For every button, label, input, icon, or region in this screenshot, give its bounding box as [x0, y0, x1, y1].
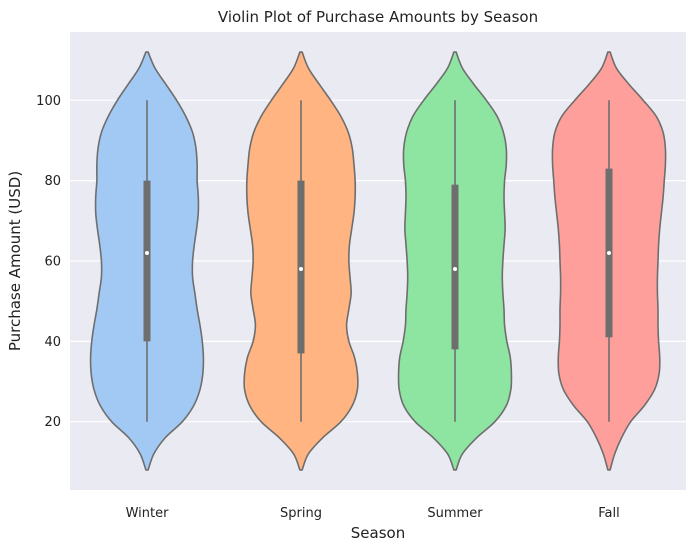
x-tick-label: Winter: [126, 506, 170, 521]
y-tick-label: 20: [44, 415, 61, 430]
y-tick-label: 40: [44, 335, 61, 350]
x-tick-label: Spring: [280, 506, 322, 521]
violin-iqr-box: [451, 184, 459, 350]
violin-iqr-box: [143, 180, 151, 342]
violin-winter: [89, 51, 205, 471]
x-axis-label: Season: [351, 524, 405, 542]
x-tick-labels: Winter Spring Summer Fall: [126, 506, 620, 521]
x-tick-label: Summer: [427, 506, 483, 521]
violin-median: [145, 250, 149, 255]
y-tick-label: 80: [44, 174, 61, 189]
violin-summer: [397, 51, 513, 471]
chart-title: Violin Plot of Purchase Amounts by Seaso…: [218, 8, 538, 26]
violin-iqr-box: [297, 180, 305, 354]
y-tick-label: 60: [44, 255, 61, 270]
violin-median: [607, 250, 611, 255]
y-axis-label: Purchase Amount (USD): [6, 171, 24, 351]
violin-spring: [243, 51, 359, 471]
y-tick-labels: 20 40 60 80 100: [36, 94, 61, 430]
violin-median: [299, 267, 303, 272]
x-tick-label: Fall: [598, 506, 619, 521]
y-tick-label: 100: [36, 94, 61, 109]
violin-fall: [551, 51, 667, 471]
violins-group: [89, 51, 667, 471]
violin-median: [453, 267, 457, 272]
